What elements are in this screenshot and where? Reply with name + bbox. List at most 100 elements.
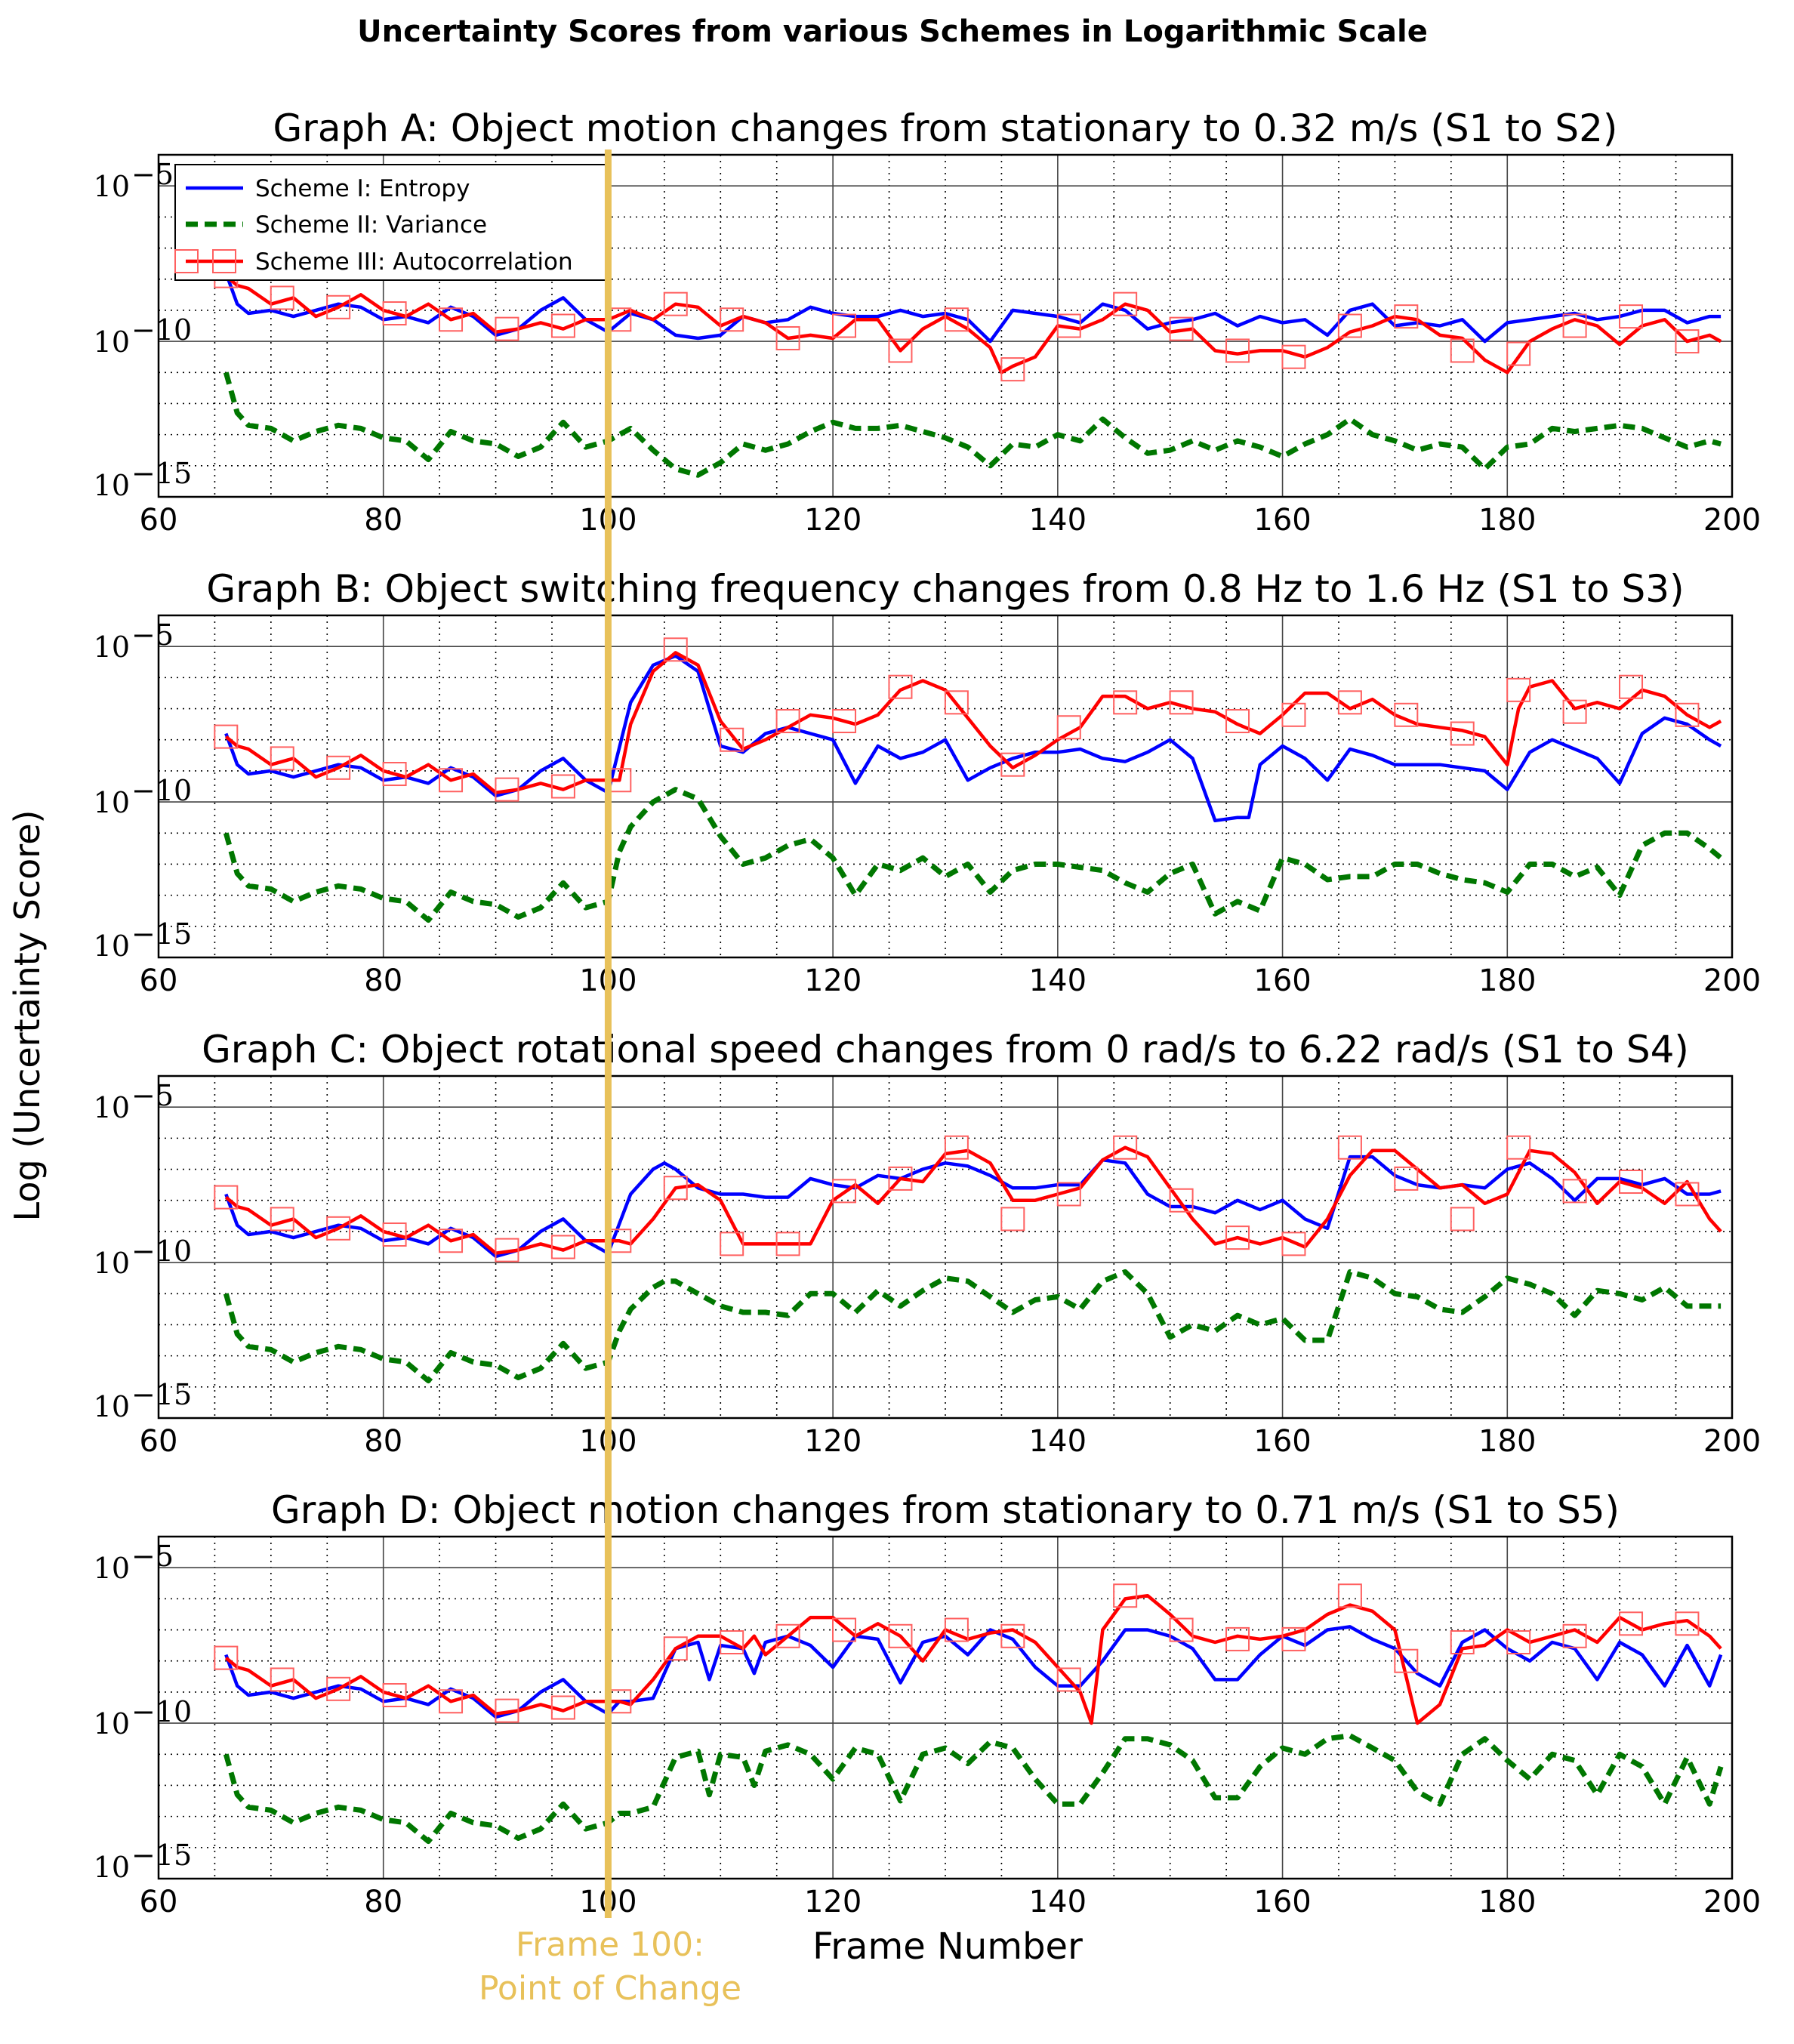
- panel-a: Graph A: Object motion changes from stat…: [94, 106, 1762, 538]
- y-tick-label: 10: [94, 469, 130, 502]
- autocorr-marker: [1337, 313, 1362, 338]
- autocorr-marker: [550, 1235, 575, 1259]
- autocorr-marker: [1619, 1611, 1644, 1636]
- y-tick-exponent: −15: [131, 457, 192, 490]
- autocorr-marker: [1506, 677, 1531, 702]
- autocorr-marker: [832, 709, 857, 734]
- autocorr-marker: [1056, 1182, 1081, 1207]
- series-line-scheme-i: [224, 1625, 1723, 1719]
- panel-title: Graph D: Object motion changes from stat…: [271, 1488, 1620, 1532]
- legend-box: [174, 164, 608, 281]
- autocorr-marker: [1337, 1583, 1362, 1608]
- series-line-scheme-iii: [224, 1145, 1722, 1255]
- autocorr-marker: [1225, 709, 1250, 734]
- x-tick-label: 120: [804, 1885, 862, 1919]
- series-line-scheme-iii: [224, 651, 1722, 794]
- autocorr-marker: [775, 325, 800, 350]
- legend-label: Scheme I: Entropy: [255, 175, 470, 202]
- autocorr-marker: [1450, 338, 1475, 363]
- autocorr-marker: [832, 1179, 857, 1204]
- series-line-scheme-ii: [223, 1269, 1722, 1384]
- autocorr-marker: [382, 1683, 407, 1708]
- autocorr-marker: [775, 709, 800, 734]
- x-tick-label: 180: [1478, 963, 1536, 998]
- x-tick-label: 200: [1703, 1885, 1761, 1919]
- x-tick-label: 120: [804, 1424, 862, 1459]
- y-tick-exponent: −15: [131, 1839, 192, 1872]
- autocorr-marker: [1113, 1583, 1138, 1608]
- panel-c: Graph C: Object rotational speed changes…: [94, 1028, 1762, 1459]
- autocorr-marker: [1562, 699, 1587, 724]
- autocorr-marker: [663, 637, 688, 662]
- figure-title: Uncertainty Scores from various Schemes …: [357, 14, 1428, 49]
- autocorr-marker: [1000, 1207, 1025, 1232]
- series-line-scheme-i: [224, 654, 1722, 823]
- x-tick-label: 80: [364, 1424, 402, 1459]
- autocorr-marker: [775, 1232, 800, 1256]
- y-tick-exponent: −10: [131, 1235, 192, 1268]
- x-tick-label: 200: [1703, 1424, 1761, 1459]
- autocorr-marker: [1225, 1626, 1250, 1651]
- autocorr-marker: [1619, 304, 1644, 329]
- autocorr-marker: [888, 1166, 913, 1191]
- autocorr-marker: [1281, 1626, 1306, 1651]
- autocorr-marker: [1675, 702, 1700, 727]
- autocorr-marker: [1281, 702, 1306, 727]
- autocorr-marker: [495, 1698, 519, 1723]
- autocorr-marker: [1000, 752, 1025, 777]
- autocorr-marker: [214, 1185, 239, 1210]
- autocorr-marker: [1394, 304, 1419, 329]
- x-tick-label: 200: [1703, 503, 1761, 538]
- x-tick-label: 180: [1478, 1885, 1536, 1919]
- x-tick-label: 160: [1253, 1885, 1311, 1919]
- autocorr-marker: [439, 1229, 464, 1253]
- autocorr-marker: [382, 301, 407, 326]
- autocorr-marker: [720, 1232, 744, 1256]
- x-tick-label: 60: [140, 963, 178, 998]
- autocorr-marker: [775, 1623, 800, 1648]
- autocorr-marker: [1450, 1630, 1475, 1655]
- autocorr-marker: [1281, 1232, 1306, 1256]
- autocorr-marker: [1394, 702, 1419, 727]
- autocorr-marker: [550, 1695, 575, 1720]
- change-annotation-line1: Frame 100:: [516, 1925, 704, 1964]
- autocorr-marker: [1000, 357, 1025, 382]
- autocorr-marker: [326, 294, 351, 319]
- autocorr-marker: [1113, 690, 1138, 715]
- autocorr-marker: [832, 1617, 857, 1642]
- x-tick-label: 140: [1029, 963, 1087, 998]
- x-tick-label: 140: [1029, 503, 1087, 538]
- autocorr-marker: [944, 690, 969, 715]
- legend-label: Scheme II: Variance: [255, 211, 487, 239]
- autocorr-marker: [1675, 329, 1700, 354]
- y-tick-label: 10: [94, 1390, 130, 1423]
- y-tick-exponent: −10: [131, 1695, 192, 1728]
- autocorr-marker: [382, 762, 407, 787]
- autocorr-marker: [1450, 721, 1475, 746]
- autocorr-marker: [944, 1135, 969, 1160]
- series-line-scheme-ii: [223, 1733, 1724, 1845]
- autocorr-marker: [495, 777, 519, 802]
- series-line-scheme-iii: [224, 1593, 1722, 1725]
- autocorr-marker: [326, 1676, 351, 1701]
- legend-marker: [212, 249, 236, 273]
- autocorr-marker: [1056, 715, 1081, 740]
- x-tick-label: 60: [140, 1424, 178, 1459]
- autocorr-marker: [1337, 690, 1362, 715]
- x-tick-label: 120: [804, 503, 862, 538]
- panel-title: Graph B: Object switching frequency chan…: [206, 567, 1684, 611]
- legend: Scheme I: Entropy Scheme II: Variance Sche…: [174, 164, 608, 281]
- y-tick-exponent: −10: [131, 774, 192, 807]
- y-tick-label: 10: [94, 1091, 130, 1124]
- autocorr-marker: [1619, 1170, 1644, 1195]
- plot-frame: [157, 614, 1734, 959]
- autocorr-marker: [663, 1636, 688, 1661]
- autocorr-marker: [1225, 338, 1250, 363]
- autocorr-marker: [495, 1238, 519, 1262]
- x-tick-label: 60: [140, 503, 178, 538]
- autocorr-marker: [270, 285, 294, 310]
- plot-frame: [157, 153, 1734, 498]
- autocorr-marker: [1675, 1182, 1700, 1207]
- y-tick-exponent: −15: [131, 917, 192, 951]
